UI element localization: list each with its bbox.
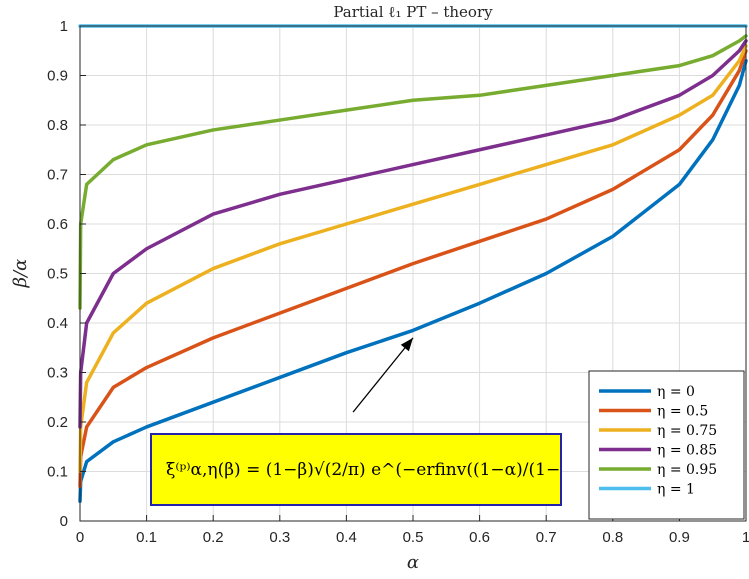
series-lines xyxy=(78,24,748,503)
y-tick-label: 0.1 xyxy=(47,464,68,481)
y-tick-label: 1 xyxy=(60,18,68,35)
y-tick-label: 0.4 xyxy=(47,315,68,332)
y-tick-label: 0.2 xyxy=(47,414,68,431)
legend-label: η = 0 xyxy=(657,384,695,400)
y-tick-label: 0.7 xyxy=(47,167,68,184)
axis-ticks: 0 0.1 0.2 0.3 0.4 0.5 0.6 0.7 0.8 0.9 1 0 0.1 0.2 0.3 0… xyxy=(47,18,749,546)
series-line xyxy=(78,34,748,310)
chart-title: Partial ℓ₁ PT – theory xyxy=(333,3,493,21)
y-tick-label: 0.5 xyxy=(47,266,68,283)
annotation-arrow xyxy=(352,337,414,413)
arrow-head xyxy=(400,337,413,352)
legend-label: η = 0.75 xyxy=(657,423,717,439)
x-tick-label: 0.9 xyxy=(669,529,690,546)
x-tick-label: 0.2 xyxy=(203,529,224,546)
y-tick-label: 0.9 xyxy=(47,68,68,85)
equation-annotation: ξ⁽ᵖ⁾α,η(β) = (1−β)√(2/π) e^(−erfinv((1−α… xyxy=(150,433,562,506)
y-axis-label: β/α xyxy=(10,259,31,289)
series-line xyxy=(78,39,748,429)
y-tick-label: 0.3 xyxy=(47,365,68,382)
x-tick-label: 0.8 xyxy=(602,529,623,546)
x-tick-label: 0.5 xyxy=(403,529,424,546)
x-tick-label: 0.1 xyxy=(136,529,157,546)
series-line xyxy=(78,44,748,474)
series-line xyxy=(78,58,748,503)
y-tick-label: 0.6 xyxy=(47,216,68,233)
x-axis-label: α xyxy=(407,552,419,573)
x-tick-label: 0.7 xyxy=(536,529,557,546)
legend-label: η = 0.5 xyxy=(657,404,708,420)
y-tick-label: 0 xyxy=(60,513,68,530)
arrow-shaft xyxy=(352,337,414,413)
legend-label: η = 0.95 xyxy=(657,462,717,478)
y-tick-label: 0.8 xyxy=(47,117,68,134)
x-tick-label: 0 xyxy=(76,529,84,546)
x-tick-label: 1 xyxy=(742,529,749,546)
legend-label: η = 1 xyxy=(657,482,695,498)
series-line xyxy=(78,49,748,489)
legend: η = 0 η = 0.5 η = 0.75 η = 0.85 η = 0.95 η = … xyxy=(588,370,745,520)
x-tick-label: 0.3 xyxy=(269,529,290,546)
legend-label: η = 0.85 xyxy=(657,443,717,459)
legend-box xyxy=(588,370,745,520)
x-tick-label: 0.4 xyxy=(336,529,357,546)
x-tick-label: 0.6 xyxy=(469,529,490,546)
